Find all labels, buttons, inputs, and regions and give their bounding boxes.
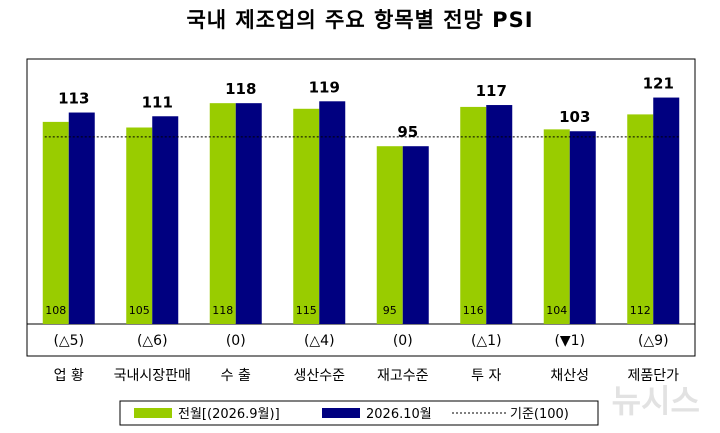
data-label-curr-4: 95	[397, 123, 418, 141]
change-label-5: (△1)	[471, 333, 502, 349]
legend-label-reference: 기준(100)	[510, 407, 569, 422]
category-label-1: 국내시장판매	[114, 368, 191, 384]
data-label-prev-3: 115	[296, 304, 317, 317]
change-label-2: (0)	[226, 333, 246, 349]
bar-curr-3	[319, 101, 346, 324]
category-label-4: 재고수준	[377, 368, 429, 384]
bar-curr-4	[402, 146, 429, 324]
labels-group: 108 113 (△5) 업 황 105 111 (△6) 국내시장판매 118 118 (0) 수 …	[45, 75, 679, 384]
legend-swatch-0	[134, 408, 172, 418]
legend-label-1: 2026.10월	[366, 407, 432, 422]
change-row	[26, 323, 696, 357]
change-label-0: (△5)	[53, 333, 84, 349]
data-label-prev-6: 104	[546, 304, 567, 317]
data-label-prev-1: 105	[129, 304, 150, 317]
data-label-curr-5: 117	[476, 82, 507, 100]
change-label-3: (△4)	[304, 333, 335, 349]
bar-prev-0	[42, 121, 69, 324]
bar-prev-5	[460, 106, 487, 325]
bar-curr-2	[235, 103, 262, 325]
bar-prev-3	[293, 108, 320, 325]
change-label-6: (▼1)	[554, 333, 585, 349]
data-label-prev-0: 108	[45, 304, 66, 317]
chart-title: 국내 제조업의 주요 항목별 전망 PSI	[186, 8, 533, 32]
data-label-curr-2: 118	[225, 80, 256, 98]
data-label-curr-1: 111	[142, 93, 173, 111]
data-label-prev-2: 118	[212, 304, 233, 317]
data-label-curr-0: 113	[58, 90, 89, 108]
bar-curr-5	[486, 105, 513, 325]
bars-group	[42, 97, 680, 325]
data-label-prev-4: 95	[383, 304, 397, 317]
watermark: 뉴시스	[612, 382, 700, 420]
bar-curr-0	[68, 112, 95, 325]
data-label-prev-7: 112	[630, 304, 651, 317]
bar-curr-6	[569, 131, 596, 324]
change-label-7: (△9)	[638, 333, 669, 349]
bar-prev-4	[376, 146, 403, 324]
legend-label-0: 전월[(2026.9월)]	[178, 407, 280, 422]
bar-curr-1	[152, 116, 179, 325]
category-label-7: 제품단가	[627, 368, 679, 384]
category-label-0: 업 황	[54, 368, 84, 384]
category-label-5: 투 자	[471, 368, 501, 384]
legend-swatch-1	[322, 408, 360, 418]
change-label-1: (△6)	[137, 333, 168, 349]
data-label-curr-7: 121	[643, 75, 674, 93]
data-label-prev-5: 116	[463, 304, 484, 317]
data-label-curr-6: 103	[559, 108, 590, 126]
change-label-4: (0)	[393, 333, 413, 349]
category-label-2: 수 출	[221, 368, 251, 384]
category-label-3: 생산수준	[293, 368, 345, 384]
bar-curr-7	[653, 97, 680, 324]
bar-prev-2	[209, 103, 236, 325]
bar-prev-1	[126, 127, 153, 324]
bar-prev-6	[543, 129, 570, 324]
bar-prev-7	[627, 114, 654, 325]
category-label-6: 채산성	[550, 368, 589, 384]
data-label-curr-3: 119	[309, 78, 340, 96]
legend: 전월[(2026.9월)] 2026.10월 기준(100)	[134, 407, 569, 422]
